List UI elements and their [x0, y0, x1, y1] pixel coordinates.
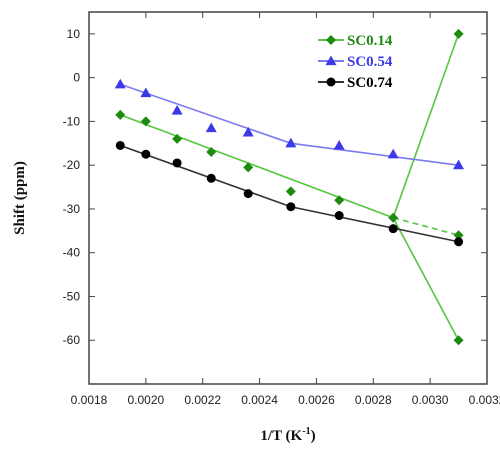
data-point [453, 335, 464, 346]
data-point [387, 148, 399, 159]
data-point [453, 230, 464, 241]
legend-label: SC0.14 [347, 33, 393, 49]
data-point [206, 173, 216, 183]
data-point [388, 224, 398, 234]
x-axis-title-end: ) [311, 428, 316, 444]
y-tick-label: -50 [63, 289, 81, 303]
x-axis-title: 1/T (K-1) [260, 426, 315, 444]
series-line [120, 83, 459, 166]
data-point [114, 78, 126, 89]
y-tick-label: 10 [67, 27, 81, 41]
legend: SC0.14 SC0.54 SC0.74 [318, 33, 393, 91]
x-tick-label: 0.0020 [128, 393, 165, 407]
data-point [141, 149, 151, 159]
data-point [115, 109, 126, 120]
legend-label: SC0.74 [347, 75, 393, 91]
y-tick-label: -20 [63, 158, 81, 172]
data-point [115, 140, 125, 150]
legend-marker [326, 35, 336, 45]
data-point [205, 122, 217, 133]
data-point [453, 159, 465, 170]
data-point [140, 116, 151, 127]
data-point [140, 87, 152, 98]
series-line-dashed [392, 216, 459, 236]
y-tick-label: -10 [63, 114, 81, 128]
x-tick-label: 0.0024 [241, 393, 278, 407]
y-tick-label: -40 [63, 246, 81, 260]
data-point [172, 158, 182, 168]
data-point [242, 126, 254, 137]
data-point [206, 147, 217, 158]
series-layer [114, 28, 465, 346]
data-point [243, 162, 254, 173]
x-tick-label: 0.0032 [469, 393, 500, 407]
y-tick-label: 0 [73, 71, 80, 85]
x-tick-label: 0.0028 [355, 393, 392, 407]
series-line-lower [392, 217, 460, 341]
data-point [285, 186, 296, 197]
y-tick-label: -60 [63, 333, 81, 347]
legend-marker [326, 77, 336, 87]
plot-frame [88, 11, 488, 385]
data-point [334, 211, 344, 221]
x-tick-label: 0.0026 [298, 393, 335, 407]
x-tick-label: 0.0030 [412, 393, 449, 407]
data-point [334, 195, 345, 206]
y-axis-title: Shift (ppm) [12, 161, 28, 235]
data-point [286, 202, 296, 212]
x-axis-title-main: 1/T (K [260, 428, 302, 444]
data-point [454, 237, 464, 247]
legend-label: SC0.54 [347, 54, 393, 70]
x-tick-label: 0.0022 [184, 393, 221, 407]
x-axis-title-superscript: -1 [302, 426, 310, 437]
data-point [285, 137, 297, 148]
data-point [453, 28, 464, 39]
data-point [388, 212, 399, 223]
y-tick-label: -30 [63, 202, 81, 216]
data-point [333, 139, 345, 150]
data-point [243, 189, 253, 199]
data-point [171, 104, 183, 115]
x-tick-label: 0.0018 [71, 393, 108, 407]
axis-ticks: 0.0018 0.0020 0.0022 0.0024 0.0026 0.0028 0.00… [63, 12, 500, 407]
data-point [172, 133, 183, 144]
legend-marker [325, 55, 337, 66]
